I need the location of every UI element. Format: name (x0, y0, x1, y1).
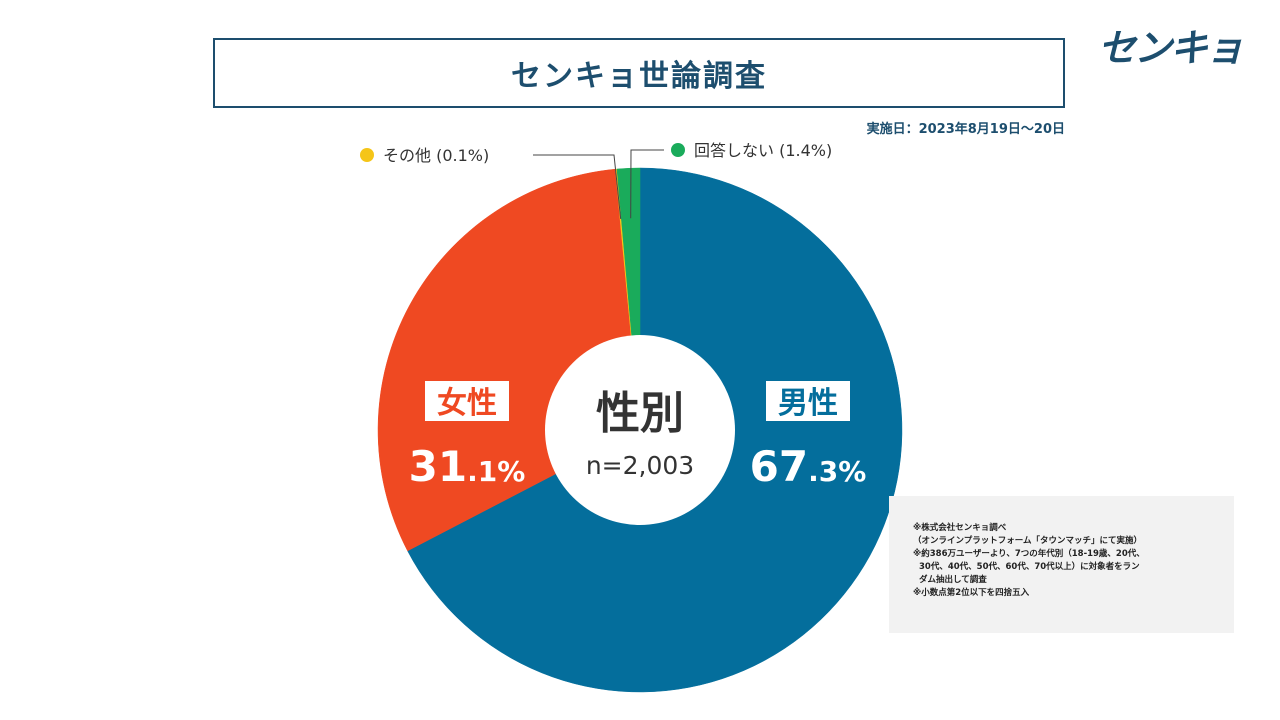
notes-box: ※株式会社センキョ調べ （オンラインプラットフォーム「タウンマッチ」にて実施） … (889, 496, 1234, 633)
center-title: 性別 (596, 388, 684, 439)
note-line: ※小数点第2位以下を四捨五入 (913, 587, 1222, 600)
note-line: 30代、40代、50代、60代、70代以上）に対象者をラン (913, 561, 1222, 574)
legend-dot-3 (671, 143, 685, 157)
legend-dot-2 (360, 148, 374, 162)
slice-name-label-1: 女性 (437, 386, 497, 421)
callout-label-2: その他 (0.1%) (383, 146, 489, 165)
note-line: ※株式会社センキョ調べ (913, 522, 1222, 535)
note-line: （オンラインプラットフォーム「タウンマッチ」にて実施） (913, 535, 1222, 548)
center-sample-size: n=2,003 (586, 451, 694, 480)
note-line: ダム抽出して調査 (913, 574, 1222, 587)
note-line: ※約386万ユーザーより、7つの年代別（18-19歳、20代、 (913, 548, 1222, 561)
callout-label-3: 回答しない (1.4%) (694, 141, 832, 160)
slice-name-label-0: 男性 (778, 386, 838, 421)
